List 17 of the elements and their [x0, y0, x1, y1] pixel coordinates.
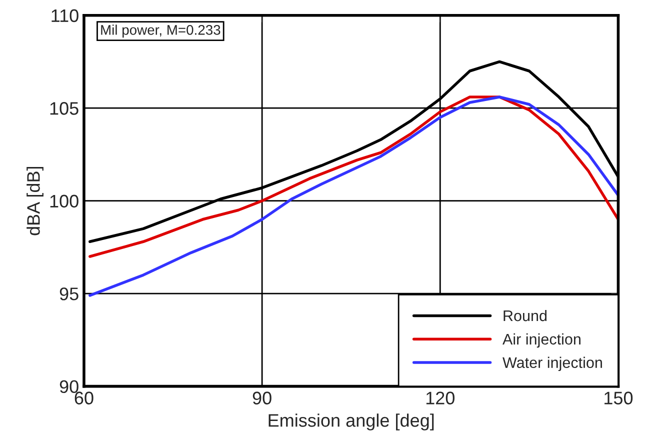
- y-tick-label: 90: [60, 380, 78, 394]
- legend-label: Round: [504, 310, 547, 322]
- y-tick-label: 110: [52, 9, 78, 22]
- legend-label: Air injection: [502, 333, 580, 348]
- x-tick-label: 90: [252, 392, 272, 404]
- y-tick-label: 95: [60, 288, 78, 300]
- x-axis-title: Emission angle [deg]: [268, 414, 434, 430]
- annotation: Mil power, M=0.233: [101, 24, 220, 38]
- line-series: [88, 96, 618, 258]
- x-tick-label: 120: [426, 392, 454, 404]
- y-tick-label: 105: [50, 102, 78, 115]
- x-tick-label: 60: [74, 392, 94, 404]
- legend-label: Water injection: [502, 356, 602, 372]
- y-axis-title: dBA [dB]: [26, 166, 44, 236]
- line-series: [88, 96, 618, 297]
- y-tick-label: 100: [50, 194, 78, 208]
- x-tick-label: 150: [604, 392, 633, 404]
